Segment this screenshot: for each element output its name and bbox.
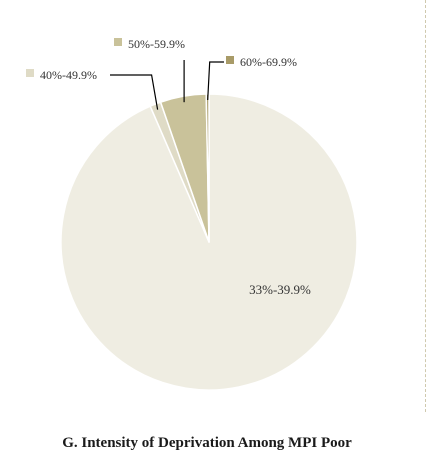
leader-line-60-69-9 [207, 61, 224, 101]
chart-title: G. Intensity of Deprivation Among MPI Po… [62, 435, 352, 451]
data-label-40-49-9: 40%-49.9% [40, 68, 97, 82]
label-swatch-60-69-9 [226, 56, 234, 64]
label-swatch-50-59-9 [114, 38, 122, 46]
data-label-33-39-9: 33%-39.9% [249, 282, 311, 297]
data-label-50-59-9: 50%-59.9% [128, 37, 185, 51]
leader-line-40-49-9 [110, 74, 159, 110]
data-label-60-69-9: 60%-69.9% [240, 55, 297, 69]
label-swatch-40-49-9 [26, 69, 34, 77]
panel-divider [425, 0, 426, 412]
